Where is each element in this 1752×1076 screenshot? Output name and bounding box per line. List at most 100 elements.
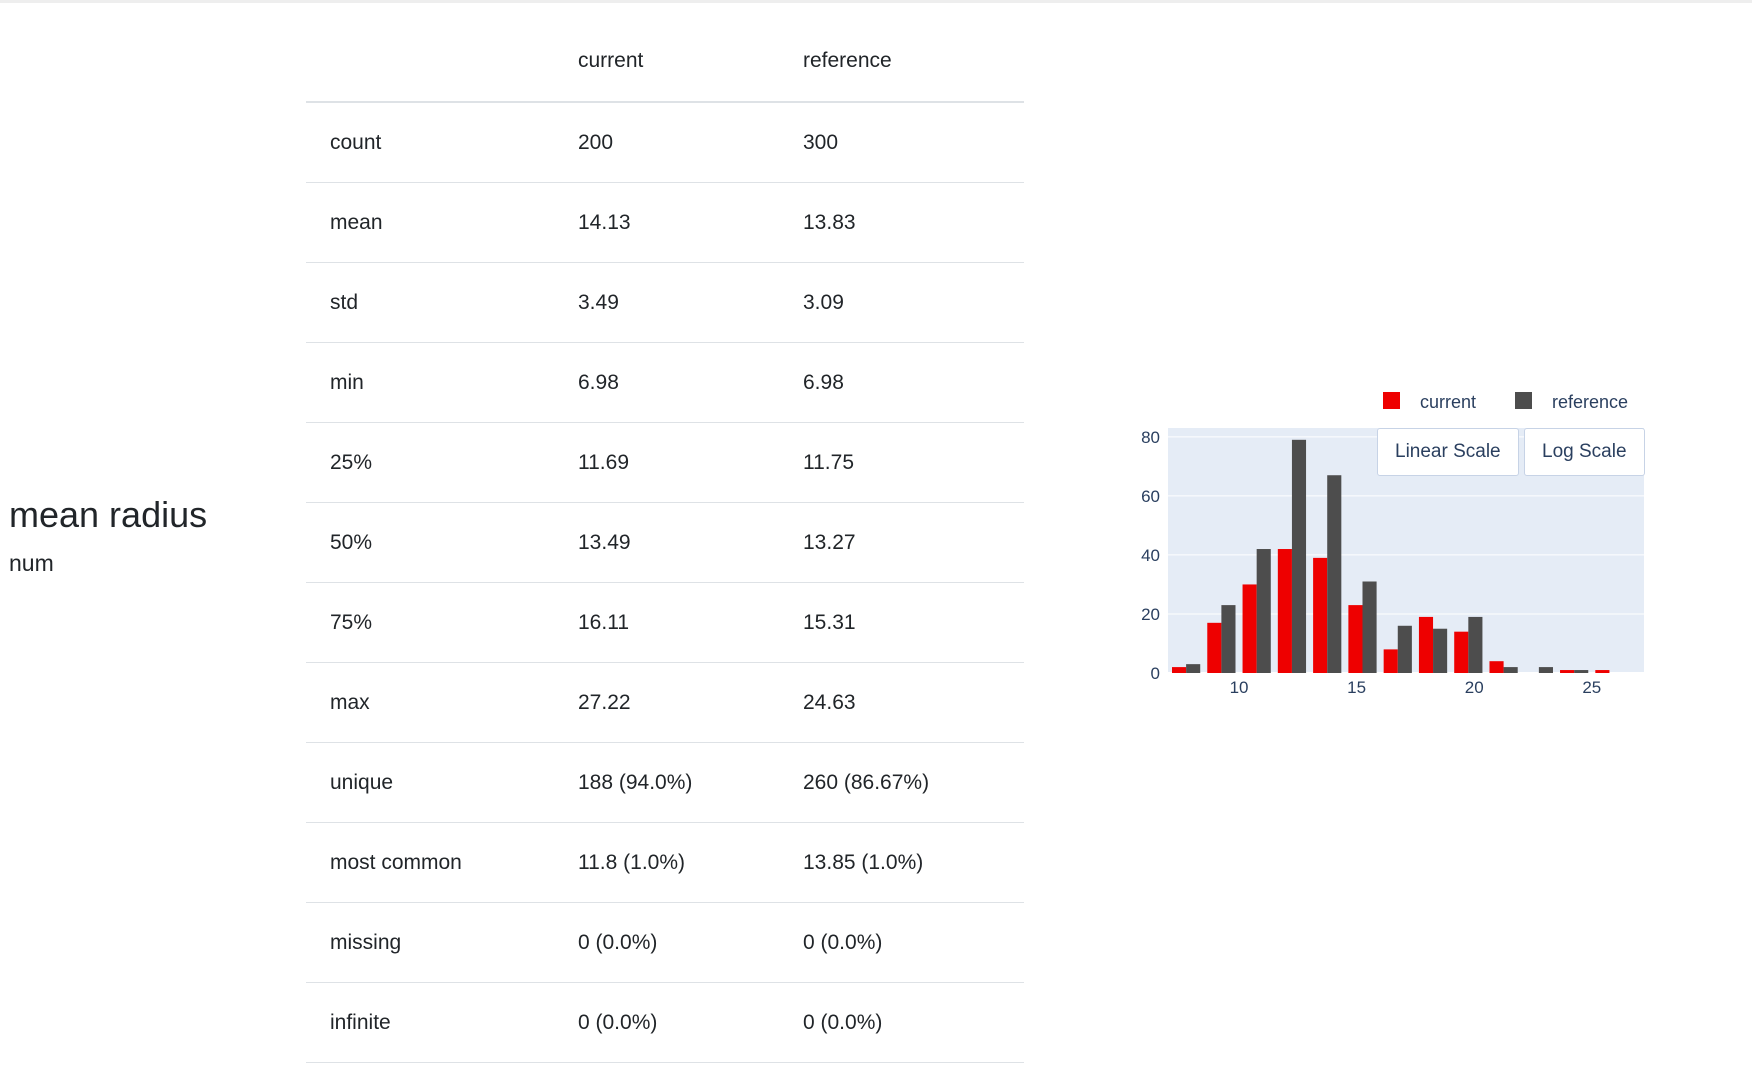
bar-current — [1171, 667, 1187, 673]
reference-value: 0 (0.0%) — [779, 982, 1024, 1063]
reference-value: 260 (86.67%) — [779, 742, 1024, 823]
bar-reference — [1256, 549, 1271, 673]
feature-type: num — [9, 550, 54, 576]
legend-label-current: current — [1420, 392, 1476, 412]
table-row: count 200 300 — [306, 102, 1024, 183]
bar-reference — [1538, 667, 1553, 673]
x-axis-ticks: 10 15 20 25 — [1230, 678, 1602, 697]
bar-current — [1313, 557, 1328, 673]
y-axis-ticks: 0 20 40 60 80 — [1141, 428, 1160, 683]
bar-current — [1383, 649, 1398, 673]
reference-value: 13.27 — [779, 502, 1024, 583]
bar-reference — [1574, 670, 1589, 673]
reference-value: 300 — [779, 102, 1024, 183]
legend-label-reference: reference — [1552, 392, 1628, 412]
stats-table: current reference count 200 300 mean 14.13 1… — [306, 20, 1024, 1063]
stat-label: infinite — [306, 982, 554, 1063]
stat-label: most common — [306, 822, 554, 903]
current-value: 11.69 — [554, 422, 779, 503]
header-cell: current — [554, 20, 779, 103]
table-row: min 6.98 6.98 — [306, 342, 1024, 423]
reference-value: 11.75 — [779, 422, 1024, 503]
bar-reference — [1362, 581, 1377, 673]
reference-value: 24.63 — [779, 662, 1024, 743]
linear-scale-button[interactable]: Linear Scale — [1377, 428, 1519, 476]
reference-value: 15.31 — [779, 582, 1024, 663]
stat-label: count — [306, 102, 554, 183]
current-value: 27.22 — [554, 662, 779, 743]
bar-current — [1560, 670, 1575, 673]
histogram-chart: 0 20 40 60 80 10 15 20 25 current reference Line… — [1120, 380, 1660, 720]
table-row: 25% 11.69 11.75 — [306, 422, 1024, 503]
log-scale-button[interactable]: Log Scale — [1524, 428, 1645, 476]
bar-current — [1418, 616, 1434, 673]
reference-value: 13.83 — [779, 182, 1024, 263]
reference-value: 13.85 (1.0%) — [779, 822, 1024, 903]
header-cell — [306, 20, 554, 103]
bar-current — [1277, 549, 1292, 673]
current-value: 200 — [554, 102, 779, 183]
bar-reference — [1327, 475, 1342, 673]
bars — [1171, 439, 1610, 673]
current-value: 3.49 — [554, 262, 779, 343]
stat-label: mean — [306, 182, 554, 263]
stat-label: unique — [306, 742, 554, 823]
bar-current — [1454, 631, 1469, 673]
table-row: 75% 16.11 15.31 — [306, 582, 1024, 663]
stat-label: missing — [306, 902, 554, 983]
x-tick-label: 25 — [1582, 678, 1601, 697]
stat-label: 75% — [306, 582, 554, 663]
y-tick-label: 20 — [1141, 605, 1160, 624]
current-value: 13.49 — [554, 502, 779, 583]
stat-label: 25% — [306, 422, 554, 503]
reference-value: 3.09 — [779, 262, 1024, 343]
table-row: most common 11.8 (1.0%) 13.85 (1.0%) — [306, 822, 1024, 903]
bar-reference — [1186, 664, 1201, 673]
bar-current — [1489, 661, 1504, 673]
bar-current — [1595, 670, 1610, 673]
top-divider — [0, 0, 1752, 3]
stat-label: 50% — [306, 502, 554, 583]
current-value: 16.11 — [554, 582, 779, 663]
current-value: 6.98 — [554, 342, 779, 423]
stat-label: max — [306, 662, 554, 743]
table-row: mean 14.13 13.83 — [306, 182, 1024, 263]
bar-reference — [1397, 625, 1412, 673]
current-value: 14.13 — [554, 182, 779, 263]
current-value: 11.8 (1.0%) — [554, 822, 779, 903]
header-cell: reference — [779, 20, 1024, 103]
current-value: 0 (0.0%) — [554, 982, 779, 1063]
stat-label: min — [306, 342, 554, 423]
y-tick-label: 40 — [1141, 546, 1160, 565]
y-tick-label: 0 — [1151, 664, 1160, 683]
y-tick-label: 80 — [1141, 428, 1160, 447]
table-row: 50% 13.49 13.27 — [306, 502, 1024, 583]
stat-label: std — [306, 262, 554, 343]
bar-current — [1348, 605, 1363, 673]
bar-reference — [1291, 439, 1307, 673]
table-row: unique 188 (94.0%) 260 (86.67%) — [306, 742, 1024, 823]
current-value: 0 (0.0%) — [554, 902, 779, 983]
bar-reference — [1221, 605, 1236, 673]
x-tick-label: 15 — [1347, 678, 1366, 697]
x-tick-label: 10 — [1230, 678, 1249, 697]
table-row: infinite 0 (0.0%) 0 (0.0%) — [306, 982, 1024, 1063]
legend-swatch-current — [1383, 392, 1400, 409]
reference-value: 6.98 — [779, 342, 1024, 423]
current-value: 188 (94.0%) — [554, 742, 779, 823]
table-row: missing 0 (0.0%) 0 (0.0%) — [306, 902, 1024, 983]
reference-value: 0 (0.0%) — [779, 902, 1024, 983]
legend: current reference — [1383, 392, 1628, 412]
y-tick-label: 60 — [1141, 487, 1160, 506]
x-tick-label: 20 — [1465, 678, 1484, 697]
bar-reference — [1433, 628, 1448, 673]
bar-reference — [1468, 616, 1483, 673]
feature-name: mean radius — [9, 494, 208, 535]
bar-current — [1242, 584, 1257, 673]
table-header-row: current reference — [306, 20, 1024, 103]
legend-swatch-reference — [1515, 392, 1532, 409]
table-row: std 3.49 3.09 — [306, 262, 1024, 343]
bar-current — [1207, 622, 1222, 673]
bar-reference — [1503, 667, 1518, 673]
table-row: max 27.22 24.63 — [306, 662, 1024, 743]
